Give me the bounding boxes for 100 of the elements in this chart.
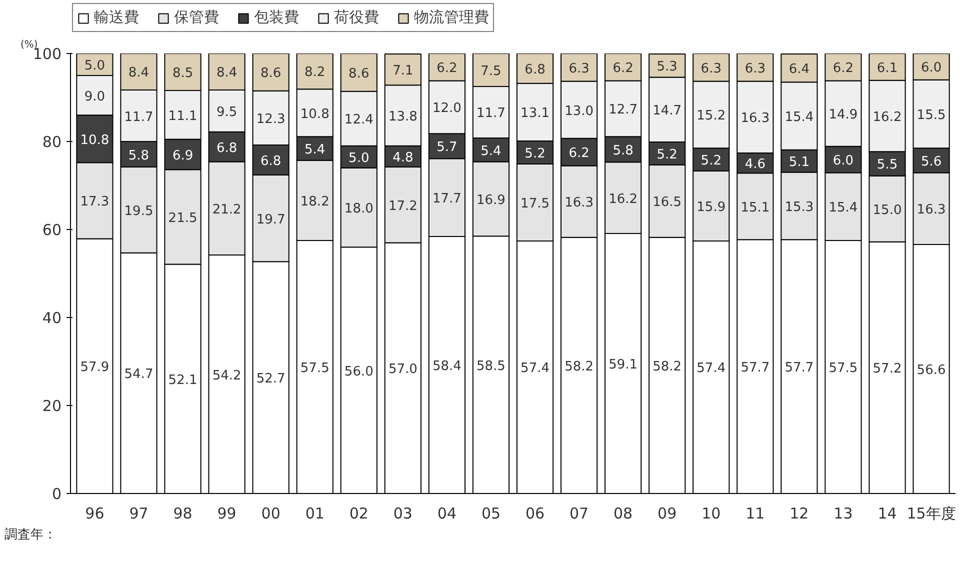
data-label: 12.7: [608, 102, 638, 118]
data-label: 14.9: [828, 108, 858, 123]
data-label: 19.7: [256, 212, 286, 228]
data-label: 16.9: [476, 192, 506, 208]
data-label: 15.0: [872, 202, 902, 218]
data-label: 8.2: [304, 65, 326, 80]
data-label: 6.3: [744, 61, 766, 76]
data-label: 12.0: [432, 101, 462, 116]
data-label: 6.0: [920, 60, 942, 76]
data-label: 15.1: [740, 200, 770, 216]
data-label: 4.8: [392, 150, 414, 166]
data-label: 18.0: [344, 202, 374, 216]
x-tick-label: 10: [702, 504, 721, 522]
data-label: 17.7: [432, 192, 462, 207]
data-label: 57.7: [784, 360, 814, 376]
data-label: 57.4: [696, 361, 726, 376]
data-label: 57.4: [520, 361, 550, 376]
data-label: 10.8: [300, 106, 330, 122]
data-label: 16.3: [740, 111, 770, 126]
data-label: 58.4: [432, 359, 462, 374]
x-tick-label: 98: [173, 504, 192, 522]
data-label: 6.2: [568, 146, 590, 162]
data-label: 52.7: [256, 372, 286, 387]
data-label: 6.1: [876, 60, 898, 76]
legend-label: 荷役費: [334, 8, 379, 27]
data-label: 21.5: [168, 210, 198, 226]
data-label: 11.1: [168, 108, 198, 124]
x-tick-label: 97: [129, 504, 148, 522]
data-label: 54.7: [124, 367, 154, 382]
data-label: 16.2: [872, 110, 902, 125]
data-label: 57.7: [740, 360, 770, 376]
data-label: 54.2: [212, 368, 242, 384]
data-label: 5.0: [348, 150, 370, 166]
data-label: 5.2: [524, 146, 546, 162]
data-label: 8.4: [128, 66, 150, 81]
data-label: 6.4: [788, 62, 810, 78]
data-label: 56.6: [916, 362, 946, 378]
data-label: 6.3: [568, 61, 590, 76]
data-label: 8.5: [172, 66, 194, 81]
data-label: 15.4: [784, 110, 814, 125]
data-label: 10.8: [80, 132, 110, 148]
data-label: 5.3: [656, 60, 678, 75]
x-tick-label: 01: [305, 504, 324, 522]
x-tick-label: 09: [658, 504, 677, 522]
data-label: 6.9: [172, 148, 194, 164]
y-tick-label: 60: [42, 221, 62, 239]
data-label: 5.7: [436, 140, 458, 156]
y-tick-label: 40: [42, 309, 62, 327]
x-tick-label: 06: [525, 504, 545, 522]
data-label: 19.5: [124, 204, 154, 219]
data-label: 5.8: [128, 148, 150, 164]
data-label: 6.2: [436, 61, 458, 76]
data-label: 6.8: [260, 154, 282, 169]
data-label: 8.6: [348, 66, 370, 82]
data-label: 6.8: [216, 140, 238, 156]
x-tick-label: 15年度: [906, 504, 956, 522]
data-label: 18.2: [300, 194, 330, 210]
legend-label: 保管費: [174, 8, 219, 27]
data-label: 21.2: [212, 202, 242, 218]
data-label: 17.3: [80, 194, 110, 210]
data-label: 8.6: [260, 66, 282, 81]
data-label: 7.5: [480, 64, 502, 79]
legend-label: 物流管理費: [414, 8, 489, 27]
x-tick-label: 12: [790, 504, 809, 522]
x-tick-label: 08: [614, 504, 633, 522]
x-axis-title: 調査年：: [4, 528, 56, 542]
data-label: 15.5: [916, 108, 946, 123]
y-tick-label: 0: [52, 485, 62, 503]
data-label: 5.4: [304, 142, 326, 158]
data-label: 8.4: [216, 66, 238, 81]
data-label: 59.1: [608, 357, 638, 372]
legend-label: 輸送費: [94, 8, 139, 27]
data-label: 7.1: [392, 64, 414, 79]
data-label: 5.2: [700, 154, 722, 169]
data-label: 4.6: [744, 157, 766, 172]
data-label: 13.8: [388, 110, 418, 125]
x-tick-label: 99: [217, 504, 236, 522]
legend-label: 包装費: [254, 8, 299, 27]
data-label: 17.2: [388, 198, 418, 214]
data-label: 5.4: [480, 144, 502, 159]
x-tick-label: 02: [349, 504, 368, 522]
data-label: 11.7: [476, 106, 506, 122]
data-label: 15.2: [696, 108, 726, 124]
data-label: 14.7: [652, 104, 682, 119]
data-label: 9.5: [216, 104, 238, 120]
data-label: 5.8: [612, 143, 634, 158]
data-label: 17.5: [520, 196, 550, 212]
data-label: 57.0: [388, 362, 418, 378]
data-label: 13.0: [564, 104, 594, 119]
data-label: 58.5: [476, 358, 506, 374]
data-label: 52.1: [168, 372, 198, 388]
data-label: 16.2: [608, 192, 638, 207]
data-label: 15.3: [784, 200, 814, 215]
x-tick-label: 04: [437, 504, 457, 522]
y-tick-label: 20: [42, 397, 62, 415]
data-label: 5.5: [876, 158, 898, 173]
data-label: 16.3: [564, 196, 594, 211]
data-label: 12.3: [256, 112, 286, 127]
data-label: 5.1: [788, 155, 810, 170]
data-label: 6.2: [832, 61, 854, 76]
